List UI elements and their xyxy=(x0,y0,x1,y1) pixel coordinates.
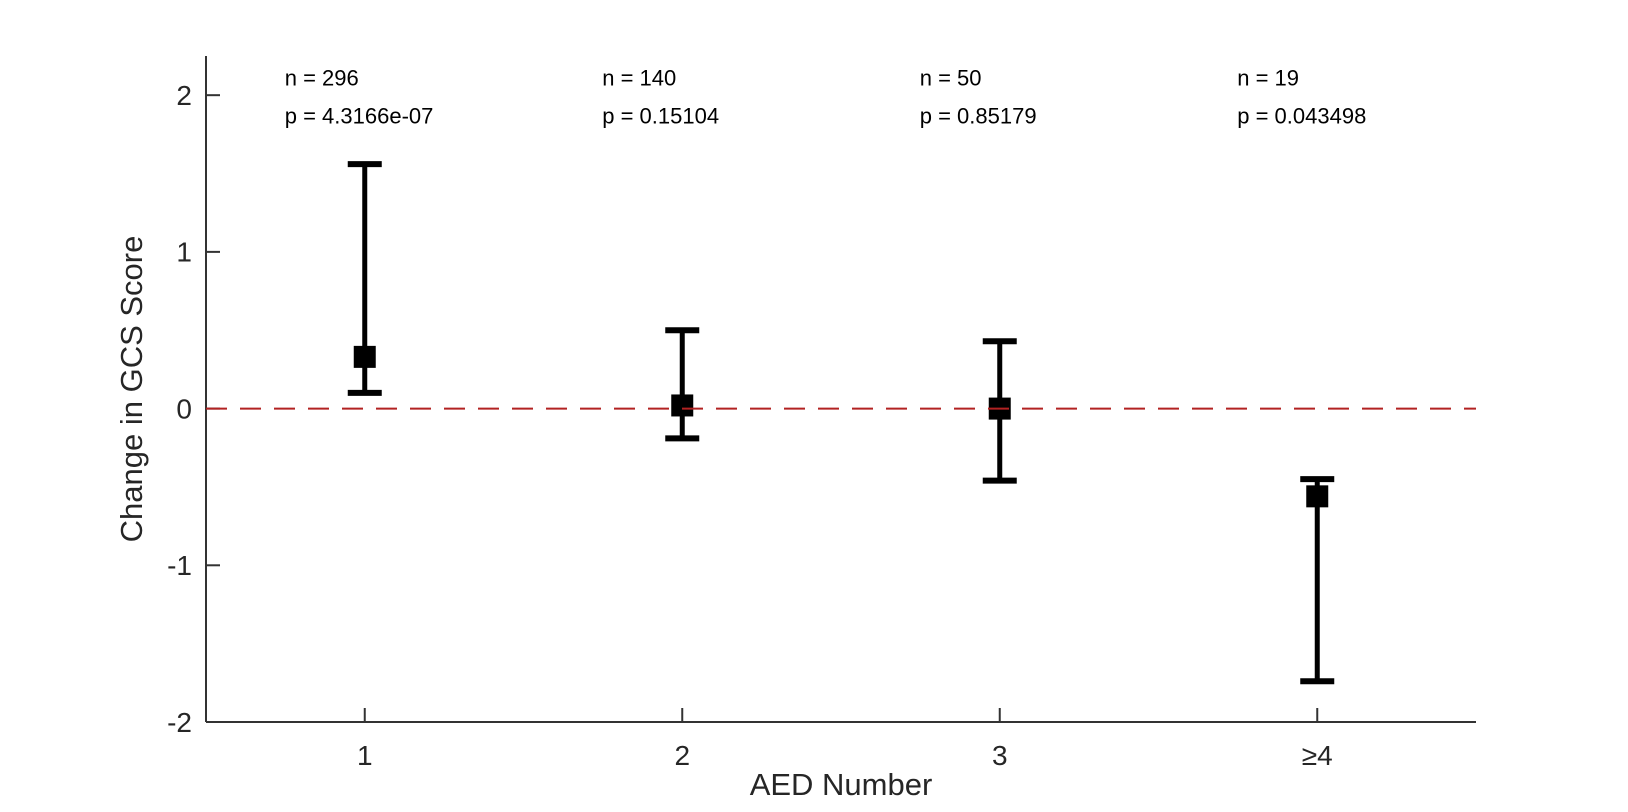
x-tick-label-2: 2 xyxy=(674,740,690,771)
x-axis-title: AED Number xyxy=(749,767,933,802)
annotation-p-1: p = 4.3166e-07 xyxy=(285,104,434,129)
x-tick-label-4: ≥4 xyxy=(1302,740,1333,771)
x-tick-label-3: 3 xyxy=(992,740,1008,771)
x-tick-label-1: 1 xyxy=(357,740,373,771)
annotation-n-3: n = 50 xyxy=(920,66,982,91)
annotation-p-2: p = 0.15104 xyxy=(602,104,719,129)
annotation-n-1: n = 296 xyxy=(285,66,359,91)
errorbar-group-1 xyxy=(347,161,382,396)
annotation-n-2: n = 140 xyxy=(602,66,676,91)
mean-marker xyxy=(353,345,376,368)
y-tick-label--2: -2 xyxy=(167,707,192,738)
y-tick-label-2: 2 xyxy=(176,80,192,111)
errorbar-group-3 xyxy=(982,338,1017,484)
y-tick-label-1: 1 xyxy=(176,237,192,268)
y-axis-title: Change in GCS Score xyxy=(114,235,149,543)
errorbar-group-4 xyxy=(1300,476,1335,685)
mean-marker xyxy=(1306,485,1329,508)
y-tick-label-0: 0 xyxy=(176,393,192,424)
annotation-n-4: n = 19 xyxy=(1237,66,1299,91)
errorbar-group-2 xyxy=(665,327,700,442)
annotation-p-3: p = 0.85179 xyxy=(920,104,1037,129)
y-tick-label--1: -1 xyxy=(167,550,192,581)
annotation-p-4: p = 0.043498 xyxy=(1237,104,1366,129)
mean-marker xyxy=(671,394,694,417)
